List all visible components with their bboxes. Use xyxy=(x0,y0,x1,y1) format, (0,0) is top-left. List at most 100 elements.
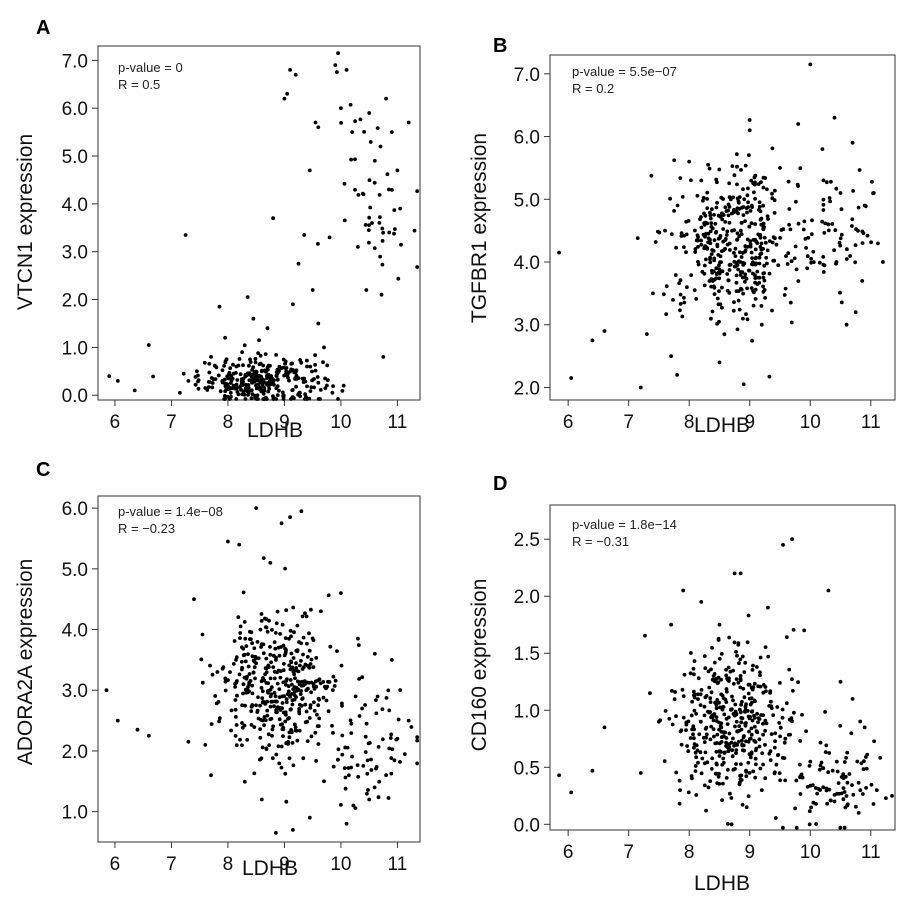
data-point xyxy=(238,372,243,377)
data-point xyxy=(254,661,258,666)
data-point xyxy=(347,773,351,778)
data-point xyxy=(200,632,205,637)
data-point xyxy=(750,718,755,723)
data-point xyxy=(854,804,858,809)
data-point xyxy=(415,735,420,740)
data-point xyxy=(735,327,740,332)
data-point xyxy=(727,268,732,272)
data-point xyxy=(752,681,757,686)
data-point xyxy=(712,734,716,739)
data-point xyxy=(370,221,374,225)
data-point xyxy=(703,244,707,249)
data-point xyxy=(719,721,724,726)
data-point xyxy=(738,270,743,274)
data-point xyxy=(236,392,241,397)
data-point xyxy=(132,388,137,393)
data-point xyxy=(215,670,220,674)
data-point xyxy=(356,636,360,641)
data-point xyxy=(344,68,349,72)
data-point xyxy=(293,376,298,381)
data-point xyxy=(300,614,305,619)
data-point xyxy=(694,755,699,760)
data-point xyxy=(821,202,826,207)
data-point xyxy=(277,364,282,369)
data-point xyxy=(740,738,744,743)
data-point xyxy=(864,786,868,790)
data-point xyxy=(254,506,259,510)
data-point xyxy=(739,168,743,172)
data-point xyxy=(288,515,292,520)
data-point xyxy=(240,743,244,748)
data-point xyxy=(362,130,366,134)
data-point xyxy=(318,388,323,392)
data-point xyxy=(658,718,663,723)
data-point xyxy=(712,285,717,290)
data-point xyxy=(757,261,762,266)
data-point xyxy=(695,233,700,238)
data-point xyxy=(275,609,280,614)
data-point xyxy=(817,260,822,265)
data-point xyxy=(708,237,712,242)
data-point xyxy=(271,216,275,221)
data-point xyxy=(313,362,317,367)
stat-annotation: p-value = 0 xyxy=(118,60,183,75)
data-point xyxy=(282,96,287,101)
data-point xyxy=(770,308,774,313)
data-point xyxy=(256,397,260,401)
data-point xyxy=(280,694,285,699)
data-point xyxy=(734,649,738,654)
data-point xyxy=(674,714,678,719)
data-point xyxy=(653,240,658,244)
data-point xyxy=(746,760,751,765)
data-point xyxy=(851,189,855,193)
data-point xyxy=(228,390,233,395)
data-point xyxy=(344,821,349,826)
data-point xyxy=(741,686,746,691)
data-point xyxy=(241,379,245,384)
y-tick-label: 0.5 xyxy=(514,758,540,779)
data-point xyxy=(327,235,332,240)
data-point xyxy=(720,707,725,712)
stat-annotation: R = 0.5 xyxy=(118,77,160,92)
data-point xyxy=(266,732,271,737)
data-point xyxy=(261,676,265,680)
data-point xyxy=(258,353,263,358)
x-axis-label: LDHB xyxy=(694,414,750,437)
data-point xyxy=(262,715,267,719)
data-point xyxy=(708,255,712,260)
data-point xyxy=(809,805,813,810)
data-point xyxy=(281,668,286,673)
data-point xyxy=(726,665,731,670)
data-point xyxy=(733,724,737,729)
data-point xyxy=(752,290,756,295)
data-point xyxy=(689,713,694,718)
data-point xyxy=(719,260,723,264)
data-point xyxy=(748,755,753,760)
data-point xyxy=(841,772,846,776)
x-tick-label: 11 xyxy=(388,412,408,433)
data-point xyxy=(838,723,843,728)
data-point xyxy=(277,368,281,373)
data-point xyxy=(661,292,666,297)
data-point xyxy=(710,279,715,283)
data-point xyxy=(747,716,752,721)
data-point xyxy=(774,242,779,247)
data-point xyxy=(252,771,257,776)
data-point xyxy=(227,376,232,381)
data-point xyxy=(755,711,759,716)
data-point xyxy=(648,691,652,696)
data-point xyxy=(234,743,239,748)
data-point xyxy=(287,716,291,720)
stat-annotation: p-value = 1.8e−14 xyxy=(572,517,677,532)
data-point xyxy=(709,724,714,729)
data-point xyxy=(663,228,667,233)
data-point xyxy=(262,387,267,391)
plot-frame xyxy=(97,495,421,843)
data-point xyxy=(871,191,875,196)
data-point xyxy=(264,670,269,675)
data-point xyxy=(241,389,246,394)
data-point xyxy=(259,369,264,374)
data-point xyxy=(720,213,725,218)
data-point xyxy=(252,646,257,651)
data-point xyxy=(739,720,744,725)
